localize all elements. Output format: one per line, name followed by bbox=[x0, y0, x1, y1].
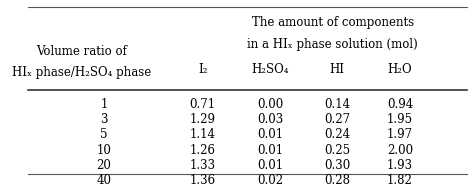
Text: 1: 1 bbox=[100, 98, 108, 111]
Text: 1.97: 1.97 bbox=[387, 128, 413, 141]
Text: 2.00: 2.00 bbox=[387, 143, 413, 157]
Text: I₂: I₂ bbox=[198, 63, 207, 76]
Text: 1.36: 1.36 bbox=[190, 174, 216, 187]
Text: 20: 20 bbox=[96, 159, 112, 172]
Text: 0.03: 0.03 bbox=[257, 113, 283, 126]
Text: HI: HI bbox=[330, 63, 345, 76]
Text: HIₓ phase/H₂SO₄ phase: HIₓ phase/H₂SO₄ phase bbox=[12, 66, 151, 79]
Text: 0.25: 0.25 bbox=[324, 143, 350, 157]
Text: 1.95: 1.95 bbox=[387, 113, 413, 126]
Text: 1.14: 1.14 bbox=[190, 128, 216, 141]
Text: 1.29: 1.29 bbox=[190, 113, 216, 126]
Text: 1.33: 1.33 bbox=[190, 159, 216, 172]
Text: 10: 10 bbox=[96, 143, 112, 157]
Text: 0.02: 0.02 bbox=[257, 174, 283, 187]
Text: 3: 3 bbox=[100, 113, 108, 126]
Text: H₂O: H₂O bbox=[387, 63, 412, 76]
Text: The amount of components: The amount of components bbox=[252, 16, 414, 29]
Text: 0.30: 0.30 bbox=[324, 159, 350, 172]
Text: 1.93: 1.93 bbox=[387, 159, 413, 172]
Text: 1.26: 1.26 bbox=[190, 143, 216, 157]
Text: 40: 40 bbox=[96, 174, 112, 187]
Text: in a HIₓ phase solution (mol): in a HIₓ phase solution (mol) bbox=[247, 38, 418, 51]
Text: 0.94: 0.94 bbox=[387, 98, 413, 111]
Text: 0.14: 0.14 bbox=[324, 98, 350, 111]
Text: 0.01: 0.01 bbox=[257, 159, 283, 172]
Text: 5: 5 bbox=[100, 128, 108, 141]
Text: 0.71: 0.71 bbox=[190, 98, 216, 111]
Text: 0.00: 0.00 bbox=[257, 98, 283, 111]
Text: 0.27: 0.27 bbox=[324, 113, 350, 126]
Text: H₂SO₄: H₂SO₄ bbox=[251, 63, 289, 76]
Text: 0.24: 0.24 bbox=[324, 128, 350, 141]
Text: Volume ratio of: Volume ratio of bbox=[36, 45, 127, 58]
Text: 0.01: 0.01 bbox=[257, 128, 283, 141]
Text: 0.01: 0.01 bbox=[257, 143, 283, 157]
Text: 0.28: 0.28 bbox=[324, 174, 350, 187]
Text: 1.82: 1.82 bbox=[387, 174, 413, 187]
